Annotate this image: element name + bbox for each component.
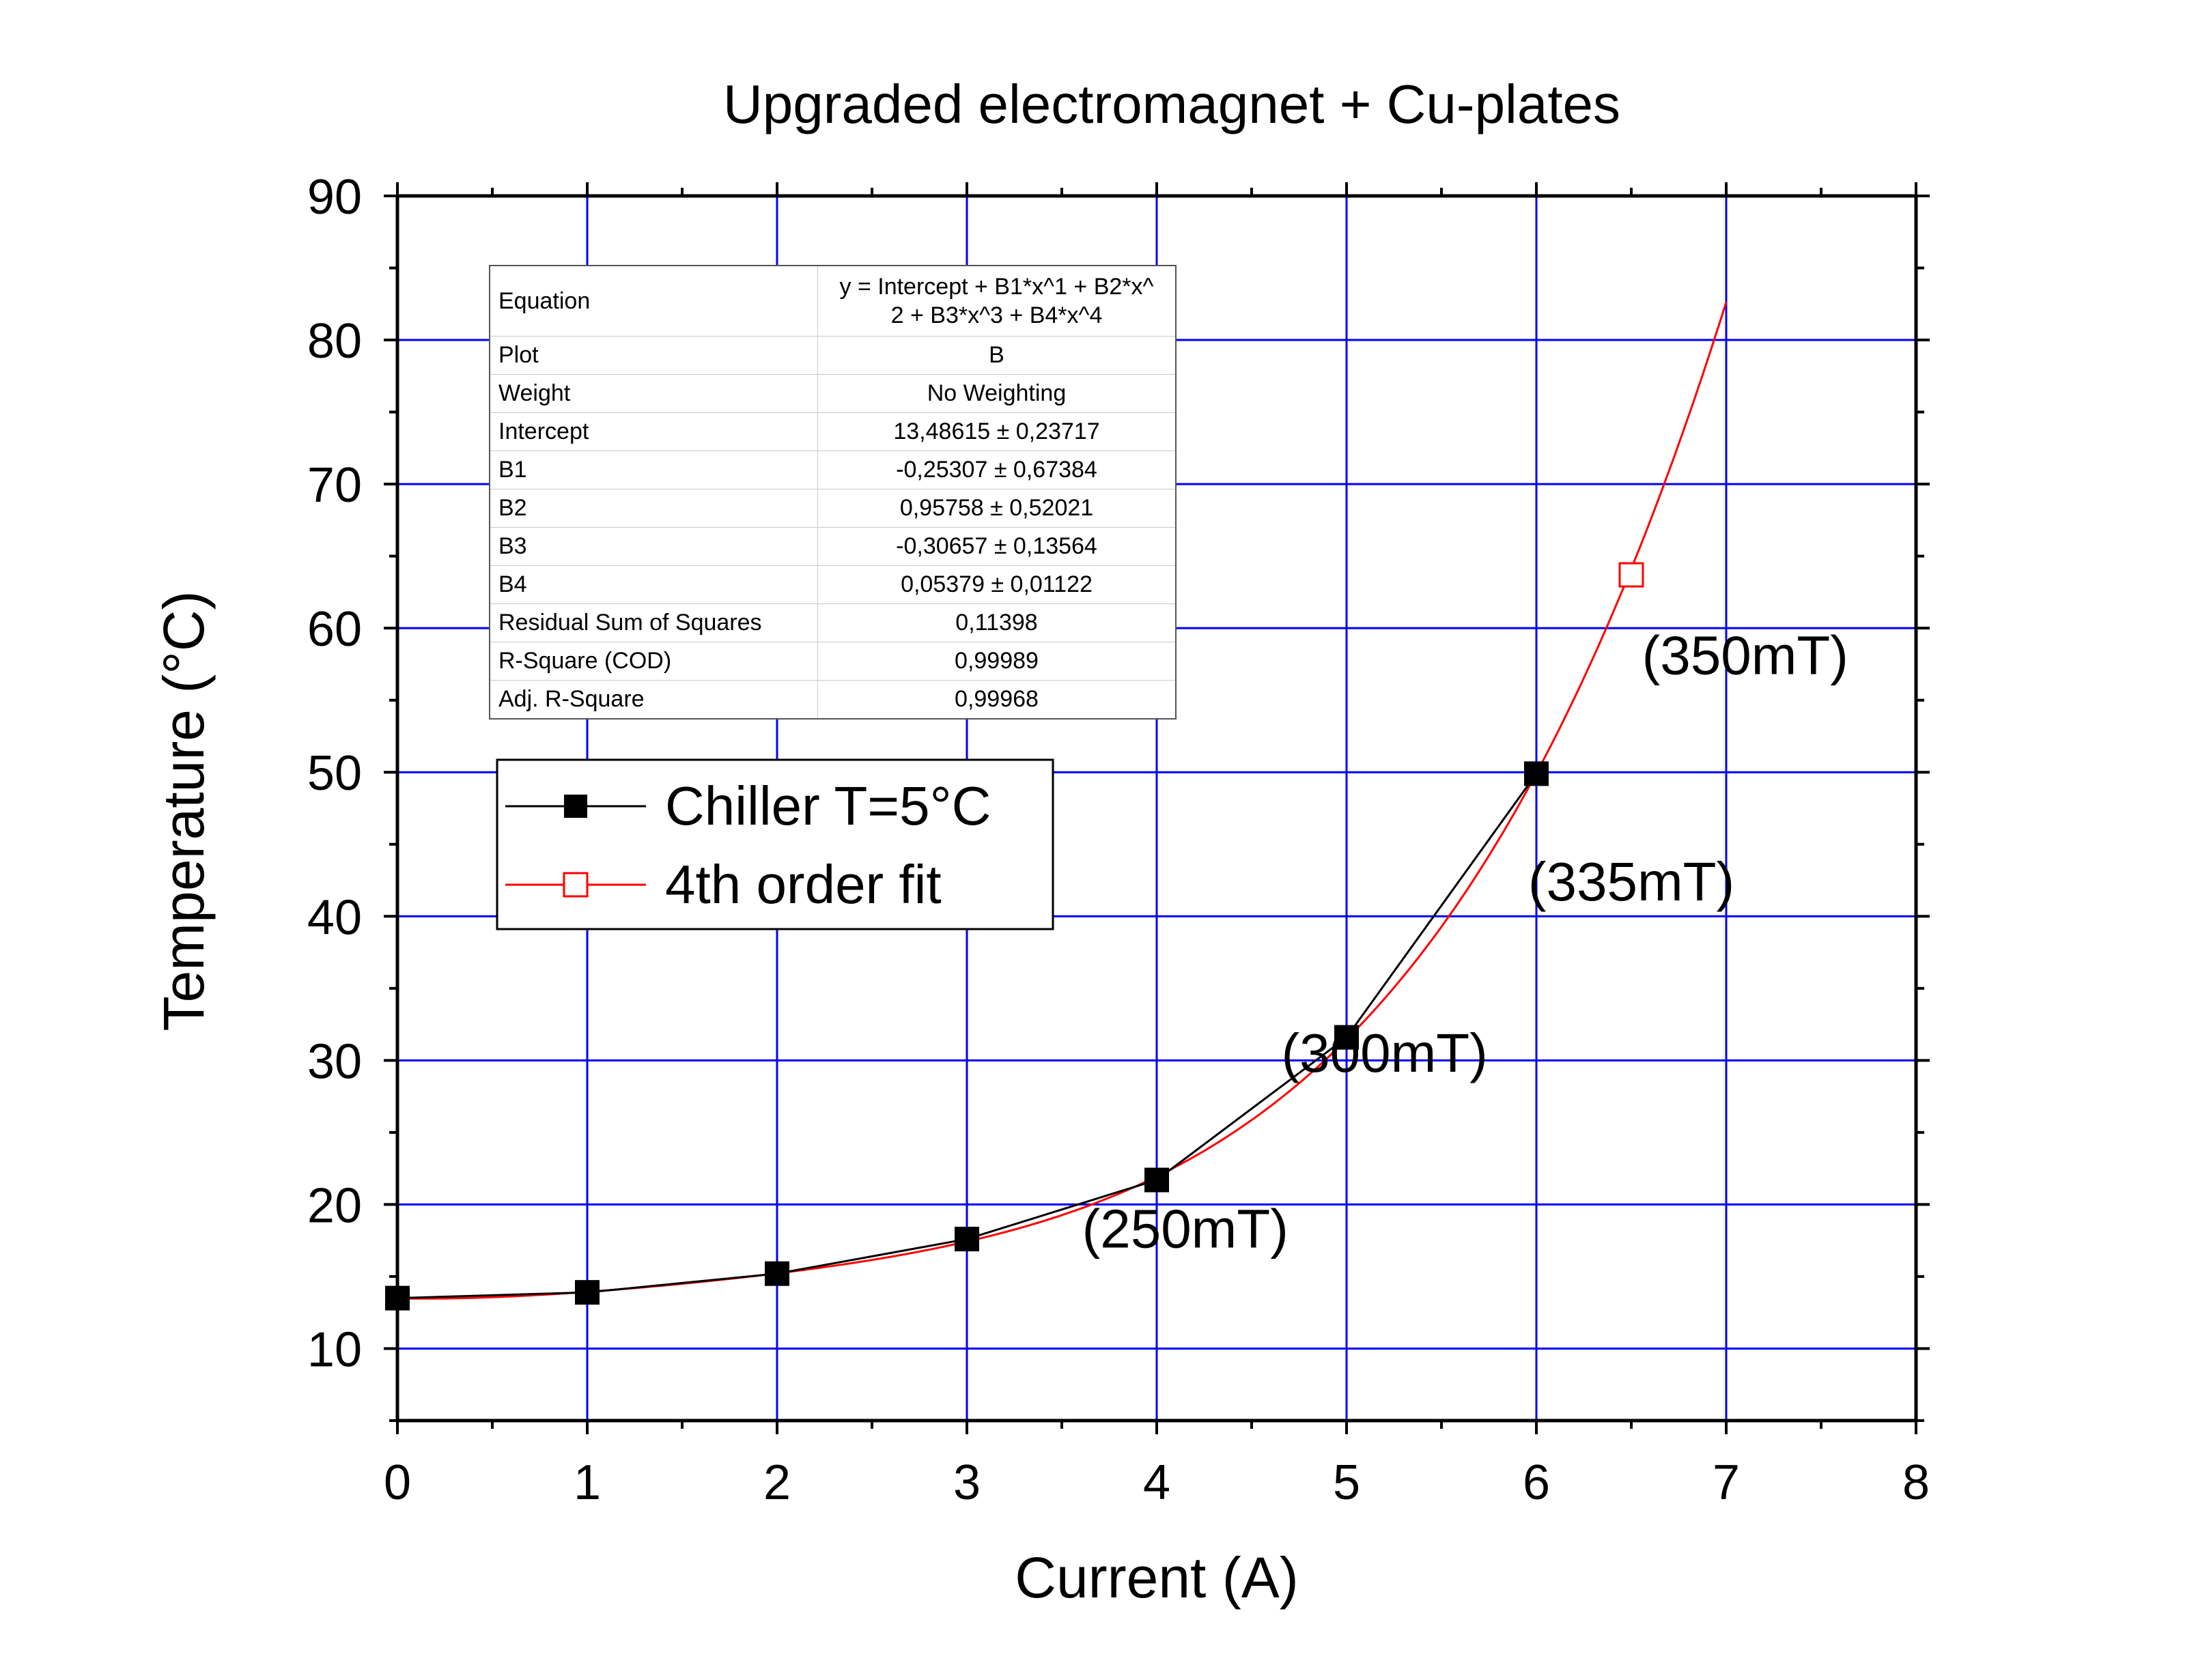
x-tick-label: 6 — [1523, 1455, 1550, 1510]
x-tick-label: 5 — [1333, 1455, 1360, 1510]
legend-box — [496, 758, 1054, 930]
data-point — [1334, 1025, 1359, 1050]
fit-value: -0,25307 ± 0,67384 — [817, 451, 1177, 489]
legend-marker-chiller — [564, 795, 587, 818]
data-series-group — [385, 761, 1549, 1311]
x-axis-label: Current (A) — [1015, 1546, 1298, 1610]
chart-title: Upgraded electromagnet + Cu-plates — [723, 74, 1620, 134]
fit-value: 0,05379 ± 0,01122 — [817, 565, 1177, 604]
y-tick-label: 90 — [307, 170, 362, 225]
fit-key: B2 — [489, 489, 818, 528]
x-tick-label: 7 — [1713, 1455, 1740, 1510]
fit-row-adj-r-square: Adj. R-Square 0,99968 — [489, 680, 1177, 720]
fit-key: Residual Sum of Squares — [489, 603, 818, 642]
legend-label-fit: 4th order fit — [665, 854, 942, 915]
fit-key: Intercept — [489, 412, 818, 451]
y-tick-label: 60 — [307, 602, 362, 657]
y-axis-label: Temperature (°C) — [152, 590, 216, 1031]
data-point — [575, 1280, 600, 1305]
fit-row-weight: Weight No Weighting — [489, 374, 1177, 413]
fit-row-r-square: R-Square (COD) 0,99989 — [489, 642, 1177, 681]
fit-value-equation: y = Intercept + B1*x^1 + B2*x^ 2 + B3*x^… — [817, 265, 1177, 337]
fit-marker — [1618, 562, 1644, 588]
fit-row-b4: B4 0,05379 ± 0,01122 — [489, 565, 1177, 604]
fit-value: 0,99989 — [817, 642, 1177, 681]
fit-results-table: Equation y = Intercept + B1*x^1 + B2*x^ … — [489, 265, 1177, 720]
x-tick-label: 8 — [1902, 1455, 1930, 1510]
data-point — [955, 1227, 979, 1252]
y-tick-label: 50 — [307, 746, 362, 801]
y-tick-label: 20 — [307, 1178, 362, 1233]
legend: Chiller T=5°C 4th order fit — [496, 758, 1054, 930]
equation-line-2: 2 + B3*x^3 + B4*x^4 — [890, 302, 1103, 328]
annotations: (250mT) (300mT) (335mT) (350mT) — [1082, 625, 1848, 1259]
x-tick-labels: 0 1 2 3 4 5 6 7 8 — [384, 1455, 1930, 1510]
field-annotation: (250mT) — [1082, 1199, 1289, 1259]
fit-row-plot: Plot B — [489, 336, 1177, 375]
fit-key: R-Square (COD) — [489, 642, 818, 681]
fit-key: Equation — [489, 265, 818, 337]
fit-value: 13,48615 ± 0,23717 — [817, 412, 1177, 451]
y-tick-label: 80 — [307, 314, 362, 369]
fit-row-b3: B3 -0,30657 ± 0,13564 — [489, 527, 1177, 566]
x-tick-label: 1 — [574, 1455, 601, 1510]
fit-row-equation: Equation y = Intercept + B1*x^1 + B2*x^ … — [489, 265, 1177, 337]
x-tick-label: 2 — [763, 1455, 791, 1510]
field-annotation: (335mT) — [1528, 851, 1734, 912]
fit-key: B3 — [489, 527, 818, 566]
fit-row-rss: Residual Sum of Squares 0,11398 — [489, 603, 1177, 642]
fit-value: 0,99968 — [817, 680, 1177, 720]
data-point — [1144, 1167, 1169, 1193]
fit-key: Plot — [489, 336, 818, 375]
fit-value: -0,30657 ± 0,13564 — [817, 527, 1177, 566]
y-tick-labels: 10 20 30 40 50 60 70 80 90 — [307, 170, 362, 1377]
fit-key: Weight — [489, 374, 818, 413]
y-tick-label: 30 — [307, 1034, 362, 1089]
y-tick-label: 10 — [307, 1322, 362, 1377]
fit-value: 0,95758 ± 0,52021 — [817, 489, 1177, 528]
fit-row-b2: B2 0,95758 ± 0,52021 — [489, 489, 1177, 528]
x-tick-label: 3 — [953, 1455, 981, 1510]
field-annotation: (300mT) — [1281, 1023, 1487, 1083]
data-point — [385, 1285, 410, 1311]
fit-key: B1 — [489, 451, 818, 489]
fit-row-intercept: Intercept 13,48615 ± 0,23717 — [489, 412, 1177, 451]
y-tick-label: 70 — [307, 458, 362, 513]
fit-value: 0,11398 — [817, 603, 1177, 642]
y-tick-label: 40 — [307, 890, 362, 945]
x-tick-label: 4 — [1143, 1455, 1170, 1510]
data-point — [1524, 761, 1549, 786]
field-annotation: (350mT) — [1642, 625, 1848, 686]
fit-key: B4 — [489, 565, 818, 604]
x-tick-label: 0 — [384, 1455, 411, 1510]
legend-label-chiller: Chiller T=5°C — [665, 775, 991, 836]
legend-marker-fit — [563, 872, 589, 898]
equation-line-1: y = Intercept + B1*x^1 + B2*x^ — [839, 274, 1154, 300]
fit-value: No Weighting — [817, 374, 1177, 413]
fit-key: Adj. R-Square — [489, 680, 818, 720]
fit-row-b1: B1 -0,25307 ± 0,67384 — [489, 451, 1177, 489]
plot-frame — [395, 194, 1918, 1423]
fit-value: B — [817, 336, 1177, 375]
data-point — [765, 1261, 789, 1286]
